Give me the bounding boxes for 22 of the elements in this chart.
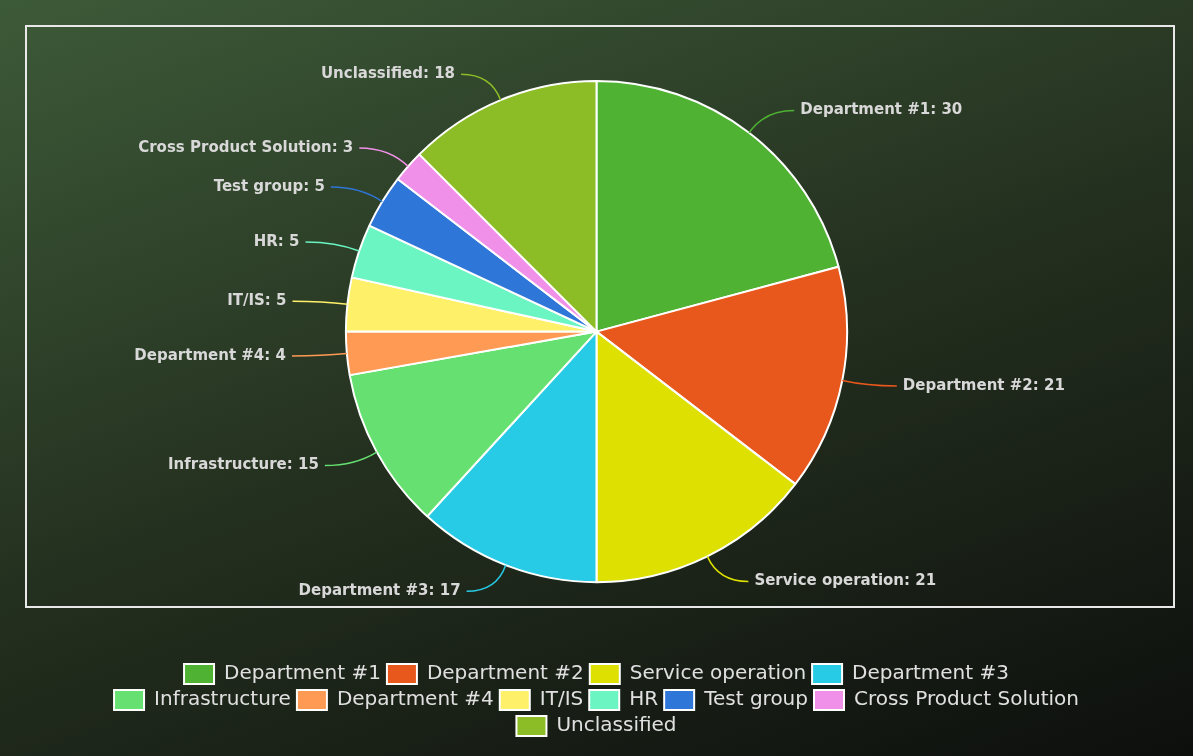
legend-label: Department #2	[426, 660, 584, 685]
data-label: Department #3: 17	[298, 581, 461, 600]
legend-label: Infrastructure	[154, 686, 291, 711]
data-label: IT/IS: 5	[227, 291, 287, 310]
legend-label: HR	[629, 686, 659, 711]
data-label: Department #1: 30	[800, 100, 963, 119]
data-label: Infrastructure: 15	[167, 455, 319, 474]
legend-label: Unclassified	[556, 712, 677, 737]
legend-label: Test group	[703, 686, 808, 711]
legend-label: Department #1	[224, 660, 381, 685]
data-label: HR: 5	[253, 231, 300, 250]
legend-label: Department #3	[852, 660, 1009, 685]
legend-label: IT/IS	[539, 686, 584, 711]
data-label: Department #2: 21	[902, 375, 1065, 394]
legend-label: Cross Product Solution	[853, 686, 1079, 711]
data-label: Unclassified: 18	[320, 64, 456, 83]
data-label: Service operation: 21	[754, 571, 937, 590]
data-label: Test group: 5	[213, 176, 325, 195]
data-label: Department #4: 4	[134, 345, 286, 364]
legend-label: Service operation	[629, 660, 807, 685]
data-label: Cross Product Solution: 3	[138, 137, 354, 156]
legend-label: Department #4	[336, 686, 494, 711]
